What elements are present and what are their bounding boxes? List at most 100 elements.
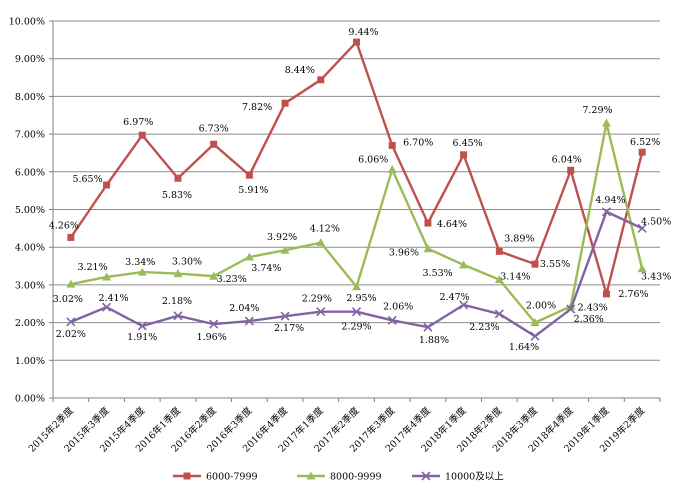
- data-point-marker: [244, 252, 254, 261]
- data-point-label: 1.64%: [509, 342, 539, 353]
- data-point-marker: [209, 319, 219, 329]
- data-point-marker: [459, 260, 469, 269]
- data-point-label: 6.70%: [403, 137, 433, 148]
- data-point-marker: [601, 118, 611, 127]
- data-point-marker: [459, 300, 469, 310]
- data-point-marker: [66, 317, 76, 327]
- data-point-label: 9.44%: [348, 27, 378, 38]
- data-point-label: 3.53%: [423, 268, 453, 279]
- data-point-marker: [173, 311, 183, 321]
- data-point-label: 3.74%: [251, 263, 281, 274]
- data-point-label: 1.88%: [419, 335, 449, 346]
- data-point-marker: [281, 99, 289, 107]
- data-point-label: 6.45%: [453, 138, 483, 149]
- legend-item-8000-9999[interactable]: 8000-9999: [297, 471, 382, 483]
- data-point-marker: [638, 148, 646, 156]
- data-point-label: 3.96%: [389, 248, 419, 259]
- data-point-marker: [102, 272, 112, 281]
- y-tick-label: 6.00%: [15, 167, 45, 178]
- data-point-marker: [173, 269, 183, 278]
- data-point-label: 6.06%: [358, 155, 388, 166]
- data-point-label: 1.91%: [127, 332, 157, 343]
- data-point-label: 2.00%: [526, 301, 556, 312]
- data-point-marker: [601, 207, 612, 217]
- data-point-label: 6.97%: [123, 117, 153, 128]
- legend: 6000-7999 8000-9999 10000及以上: [173, 471, 504, 483]
- x-tick-labels: 2015年2季度2015年3季度2015年4季度2016年1季度2016年2季度…: [26, 404, 648, 454]
- data-point-label: 4.12%: [310, 224, 340, 235]
- data-point-label: 5.91%: [238, 185, 268, 196]
- data-point-label: 2.29%: [302, 294, 332, 305]
- data-point-marker: [421, 471, 431, 481]
- data-point-marker: [388, 141, 396, 149]
- data-point-label: 6.52%: [630, 137, 660, 148]
- data-point-label: 2.17%: [274, 323, 304, 334]
- legend-label: 10000及以上: [445, 472, 504, 483]
- data-point-marker: [531, 260, 539, 268]
- data-point-label: 4.94%: [595, 195, 625, 206]
- data-point-marker: [637, 223, 647, 233]
- data-point-marker: [280, 311, 290, 321]
- data-point-marker: [351, 307, 362, 317]
- legend-label: 8000-9999: [330, 472, 382, 483]
- data-point-marker: [280, 245, 290, 254]
- data-point-marker: [530, 318, 540, 327]
- data-point-label: 2.95%: [346, 293, 376, 304]
- data-point-label: 2.06%: [383, 301, 413, 312]
- data-point-marker: [495, 247, 503, 255]
- data-point-label: 3.30%: [172, 257, 202, 268]
- data-point-label: 3.43%: [641, 272, 671, 283]
- data-point-marker: [138, 131, 146, 139]
- data-point-marker: [101, 302, 112, 312]
- data-point-label: 8.44%: [285, 65, 315, 76]
- data-point-label: 2.02%: [56, 329, 86, 340]
- data-point-marker: [424, 219, 432, 227]
- legend-item-6000-7999[interactable]: 6000-7999: [173, 472, 258, 483]
- data-point-marker: [353, 38, 360, 46]
- data-point-label: 5.83%: [162, 190, 192, 201]
- data-point-label: 6.73%: [199, 123, 229, 134]
- data-point-label: 6.04%: [552, 154, 582, 165]
- data-point-marker: [316, 238, 326, 247]
- series-10000及以上: 2.02% 2.41% 1.91% 2.18% 1.96% 2.04% 2.17% 2.29%…: [56, 195, 671, 353]
- data-point-marker: [423, 322, 433, 332]
- data-point-marker: [387, 165, 397, 174]
- data-point-label: 4.50%: [641, 216, 671, 227]
- data-point-label: 2.36%: [574, 314, 604, 325]
- data-point-marker: [387, 315, 397, 325]
- data-point-marker: [494, 275, 504, 284]
- y-tick-label: 2.00%: [15, 318, 45, 329]
- data-point-marker: [244, 316, 254, 326]
- data-point-marker: [423, 244, 433, 253]
- y-tick-label: 5.00%: [15, 205, 45, 216]
- data-point-label: 3.89%: [504, 233, 534, 244]
- data-point-marker: [352, 282, 361, 291]
- data-point-label: 3.14%: [500, 272, 530, 283]
- y-tick-label: 7.00%: [15, 130, 45, 141]
- data-point-marker: [103, 181, 111, 189]
- data-point-label: 3.21%: [77, 262, 107, 273]
- data-point-marker: [245, 171, 253, 179]
- data-point-label: 3.55%: [540, 259, 570, 270]
- y-tick-label: 10.00%: [9, 17, 45, 28]
- data-point-label: 2.23%: [469, 322, 499, 333]
- data-point-marker: [460, 151, 468, 159]
- data-point-label: 2.43%: [578, 302, 608, 313]
- data-point-marker: [67, 233, 75, 241]
- data-point-marker: [137, 267, 147, 276]
- y-tick-label: 8.00%: [15, 92, 45, 103]
- data-point-marker: [306, 471, 316, 480]
- data-point-marker: [209, 271, 219, 280]
- axes: [49, 20, 661, 402]
- legend-item-10000及以上[interactable]: 10000及以上: [412, 471, 504, 483]
- data-point-label: 3.92%: [267, 232, 297, 243]
- y-tick-label: 1.00%: [15, 356, 45, 367]
- data-point-label: 4.64%: [437, 219, 467, 230]
- data-point-marker: [602, 290, 610, 298]
- data-point-label: 2.41%: [98, 293, 128, 304]
- legend-label: 6000-7999: [206, 472, 258, 483]
- y-tick-label: 3.00%: [15, 280, 45, 291]
- data-point-label: 3.34%: [125, 257, 155, 268]
- data-point-label: 1.96%: [197, 332, 227, 343]
